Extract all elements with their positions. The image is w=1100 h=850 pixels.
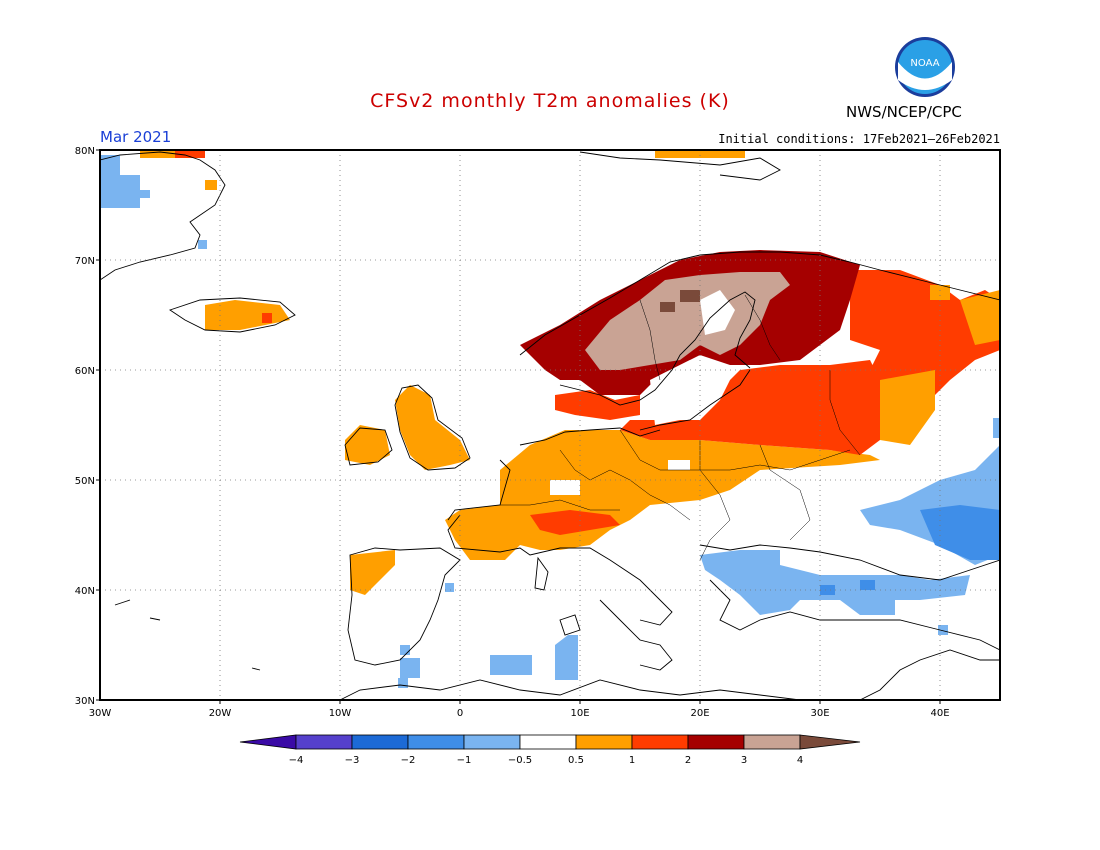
colorbar-swatch [575,734,633,750]
lat-label: 30N [75,696,95,707]
lat-label: 70N [75,256,95,267]
colorbar-tick-label: 3 [741,755,747,766]
colorbar-swatch [631,734,689,750]
lon-label: 30W [89,708,112,719]
colorbar-tick-label: −0.5 [508,755,532,766]
colorbar-swatch [407,734,465,750]
month-label: Mar 2021 [100,128,172,146]
colorbar-swatch [687,734,745,750]
lat-label: 50N [75,476,95,487]
colorbar-tick-label: −1 [457,755,472,766]
colorbar-tick-label: 4 [797,755,803,766]
coastlines [100,151,1000,700]
lon-label: 10E [570,708,589,719]
lon-label: 20E [690,708,709,719]
colorbar-swatch [463,734,521,750]
anomaly-field [100,150,1000,700]
chart-title: CFSv2 monthly T2m anomalies (K) [370,90,730,112]
agency-label: NWS/NCEP/CPC [846,103,962,121]
noaa-logo-text: NOAA [910,58,939,69]
colorbar-labels: −4 −3 −2 −1 −0.5 0.5 1 2 3 4 [289,755,804,766]
colorbar-tick-label: 0.5 [568,755,584,766]
colorbar-swatch [239,734,297,750]
lon-label: 20W [209,708,232,719]
lat-label: 40N [75,586,95,597]
colorbar-swatch [743,734,801,750]
lat-label: 80N [75,146,95,157]
lon-label: 0 [457,708,463,719]
colorbar-tick-label: 1 [629,755,635,766]
graticule [100,150,1000,700]
colorbar-swatch [519,734,577,750]
lon-axis: 30W 20W 10W 0 10E 20E 30E 40E [89,700,950,719]
map-frame [99,149,1001,701]
colorbar-tick-label: −4 [289,755,304,766]
noaa-logo: NOAA [895,37,955,97]
colorbar-tick-label: −3 [345,755,360,766]
colorbar [239,734,861,750]
lon-label: 40E [930,708,949,719]
initial-conditions-label: Initial conditions: 17Feb2021–26Feb2021 [718,132,1000,146]
colorbar-tick-label: 2 [685,755,691,766]
colorbar-tick-label: −2 [401,755,416,766]
colorbar-swatch [799,734,861,750]
lon-label: 30E [810,708,829,719]
colorbar-swatch [295,734,353,750]
lat-label: 60N [75,366,95,377]
colorbar-swatch [351,734,409,750]
lon-label: 10W [329,708,352,719]
lat-axis: 80N 70N 60N 50N 40N 30N [75,146,100,707]
